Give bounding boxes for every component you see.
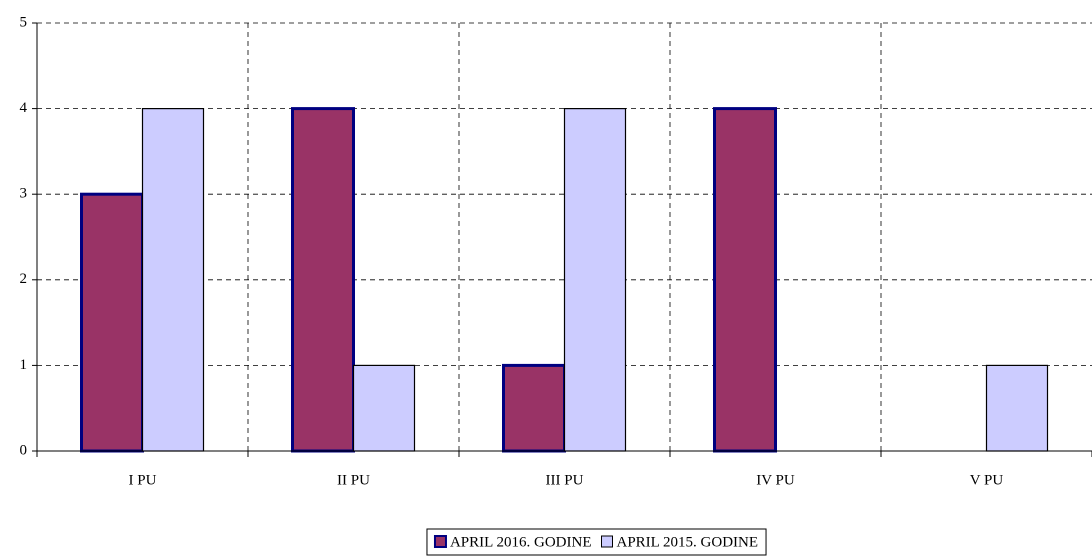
x-tick-label: V PU — [970, 472, 1004, 488]
x-tick-label: III PU — [546, 472, 584, 488]
y-tick-label: 0 — [20, 442, 28, 458]
bar — [80, 192, 144, 453]
legend-swatch — [601, 535, 613, 548]
y-tick-label: 4 — [20, 100, 28, 116]
bar — [985, 364, 1049, 452]
legend: APRIL 2016. GODINE APRIL 2015. GODINE — [426, 528, 767, 556]
bar — [291, 107, 355, 453]
x-tick-label: II PU — [337, 472, 370, 488]
y-tick-label: 2 — [20, 271, 28, 287]
bar — [713, 107, 777, 453]
y-tick-label: 5 — [20, 14, 28, 30]
y-tick-label: 3 — [20, 186, 28, 202]
legend-label: APRIL 2015. GODINE — [617, 534, 759, 550]
x-tick-label: I PU — [129, 472, 157, 488]
bar — [502, 363, 566, 453]
bar — [352, 364, 416, 452]
x-tick-label: IV PU — [756, 472, 795, 488]
bar — [563, 107, 627, 452]
legend-swatch — [433, 535, 447, 548]
bar — [141, 107, 205, 452]
legend-label: APRIL 2016. GODINE — [450, 534, 592, 550]
legend-box — [426, 528, 767, 556]
y-tick-label: 1 — [20, 357, 28, 373]
